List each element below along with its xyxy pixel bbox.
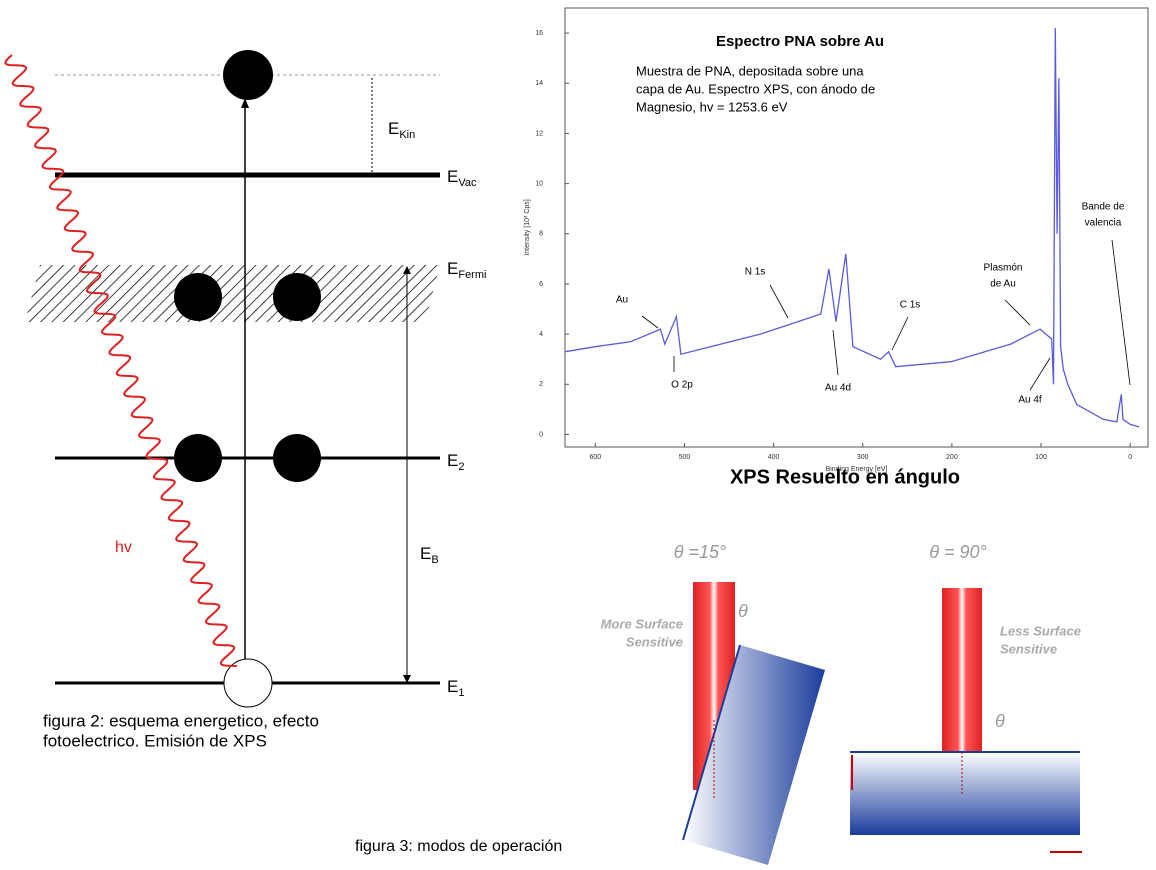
level-label: EB	[420, 544, 439, 565]
level-symbol: E	[447, 167, 458, 186]
peak-label: Au 4d	[825, 383, 851, 394]
xray-beam	[942, 588, 982, 752]
peak-label: Plasmón	[984, 263, 1023, 274]
angle-figure: XPS Resuelto en ángulo θ =15° θ = 90° More …	[355, 466, 1082, 865]
caption: figura 3: modos de operación	[355, 838, 562, 855]
chart-title: Espectro PNA sobre Au	[716, 33, 884, 50]
level-subscript: 2	[458, 461, 464, 473]
level-label: EVac	[447, 167, 477, 188]
x-axis-label: Binding Energy [eV]	[826, 466, 888, 473]
electron	[174, 273, 222, 321]
level-subscript: B	[431, 554, 438, 566]
tilted-sample	[683, 645, 825, 865]
level-symbol: E	[447, 677, 458, 696]
level-symbol: E	[420, 544, 431, 563]
level-subscript: 1	[458, 687, 464, 699]
arrow-head	[403, 675, 411, 683]
y-tick-label: 4	[539, 331, 543, 338]
theta: θ	[738, 601, 748, 621]
spectrum: 0 2 4 6 8 10 12 14 16 600 500 400 300 200 100 0 Binding …	[524, 7, 1149, 473]
y-tick-label: 8	[539, 231, 543, 238]
x-tick-label: 0	[1128, 454, 1132, 461]
angle-label: θ =15°	[674, 542, 727, 562]
level-symbol: E	[447, 259, 458, 278]
chart-description: Magnesio, hv = 1253.6 eV	[636, 99, 788, 114]
level-label: EKin	[388, 119, 415, 140]
caption: figura 2: esquema energetico, efecto	[43, 711, 319, 730]
chart-description: Muestra de PNA, depositada sobre una	[636, 63, 864, 78]
chart-description: capa de Au. Espectro XPS, con ánodo de	[636, 81, 875, 96]
note: Sensitive	[626, 634, 683, 649]
peak-label: C 1s	[900, 300, 921, 311]
note: Sensitive	[1000, 641, 1057, 656]
electron	[174, 434, 222, 482]
peak-label: Bande de	[1082, 202, 1125, 213]
level-subscript: Fermi	[458, 269, 486, 281]
y-tick-label: 0	[539, 431, 543, 438]
y-tick-label: 6	[539, 281, 543, 288]
arrow-head	[403, 266, 411, 274]
flat-sample	[850, 752, 1080, 835]
y-tick-label: 2	[539, 381, 543, 388]
y-tick-label: 10	[535, 180, 543, 187]
x-tick-label: 200	[946, 454, 958, 461]
note: Less Surface	[1000, 623, 1081, 638]
peak-label: N 1s	[745, 267, 766, 278]
hole	[223, 658, 273, 708]
peak-label: valencia	[1085, 218, 1122, 229]
level-label: E1	[447, 677, 464, 698]
electron	[273, 434, 321, 482]
caption: fotoelectrico. Emisión de XPS	[43, 731, 267, 750]
y-tick-label: 16	[535, 30, 543, 37]
arrow-head	[241, 98, 249, 108]
photon-label: hv	[115, 539, 132, 556]
annotation-arrows	[641, 239, 1131, 391]
plot-frame	[564, 7, 1149, 448]
x-tick-label: 400	[768, 454, 780, 461]
y-tick-label: 14	[535, 80, 543, 87]
note: More Surface	[601, 616, 683, 631]
figure-title: XPS Resuelto en ángulo	[730, 466, 960, 488]
level-subscript: Kin	[399, 129, 415, 141]
angle-label: θ = 90°	[929, 542, 987, 562]
peak-label: Au	[616, 295, 628, 306]
theta: θ	[995, 711, 1005, 731]
level-symbol: E	[388, 119, 399, 138]
y-tick-label: 12	[535, 130, 543, 137]
level-label: E2	[447, 451, 464, 472]
level-label: EFermi	[447, 259, 486, 280]
level-symbol: E	[447, 451, 458, 470]
photon	[4, 54, 238, 668]
x-tick-label: 100	[1035, 454, 1047, 461]
peak-label: Au 4f	[1018, 395, 1042, 406]
level-subscript: Vac	[458, 177, 477, 189]
spectrum-line	[564, 28, 1140, 428]
electron	[273, 273, 321, 321]
x-tick-label: 600	[589, 454, 601, 461]
x-tick-label: 500	[679, 454, 691, 461]
peak-label: de Au	[990, 279, 1016, 290]
peak-label: O 2p	[671, 380, 693, 391]
y-axis-label: Intensity [10³ Cps]	[524, 199, 531, 255]
fermi-band	[25, 265, 440, 322]
electron	[223, 50, 273, 100]
x-tick-label: 300	[857, 454, 869, 461]
sample-surface	[682, 644, 741, 841]
